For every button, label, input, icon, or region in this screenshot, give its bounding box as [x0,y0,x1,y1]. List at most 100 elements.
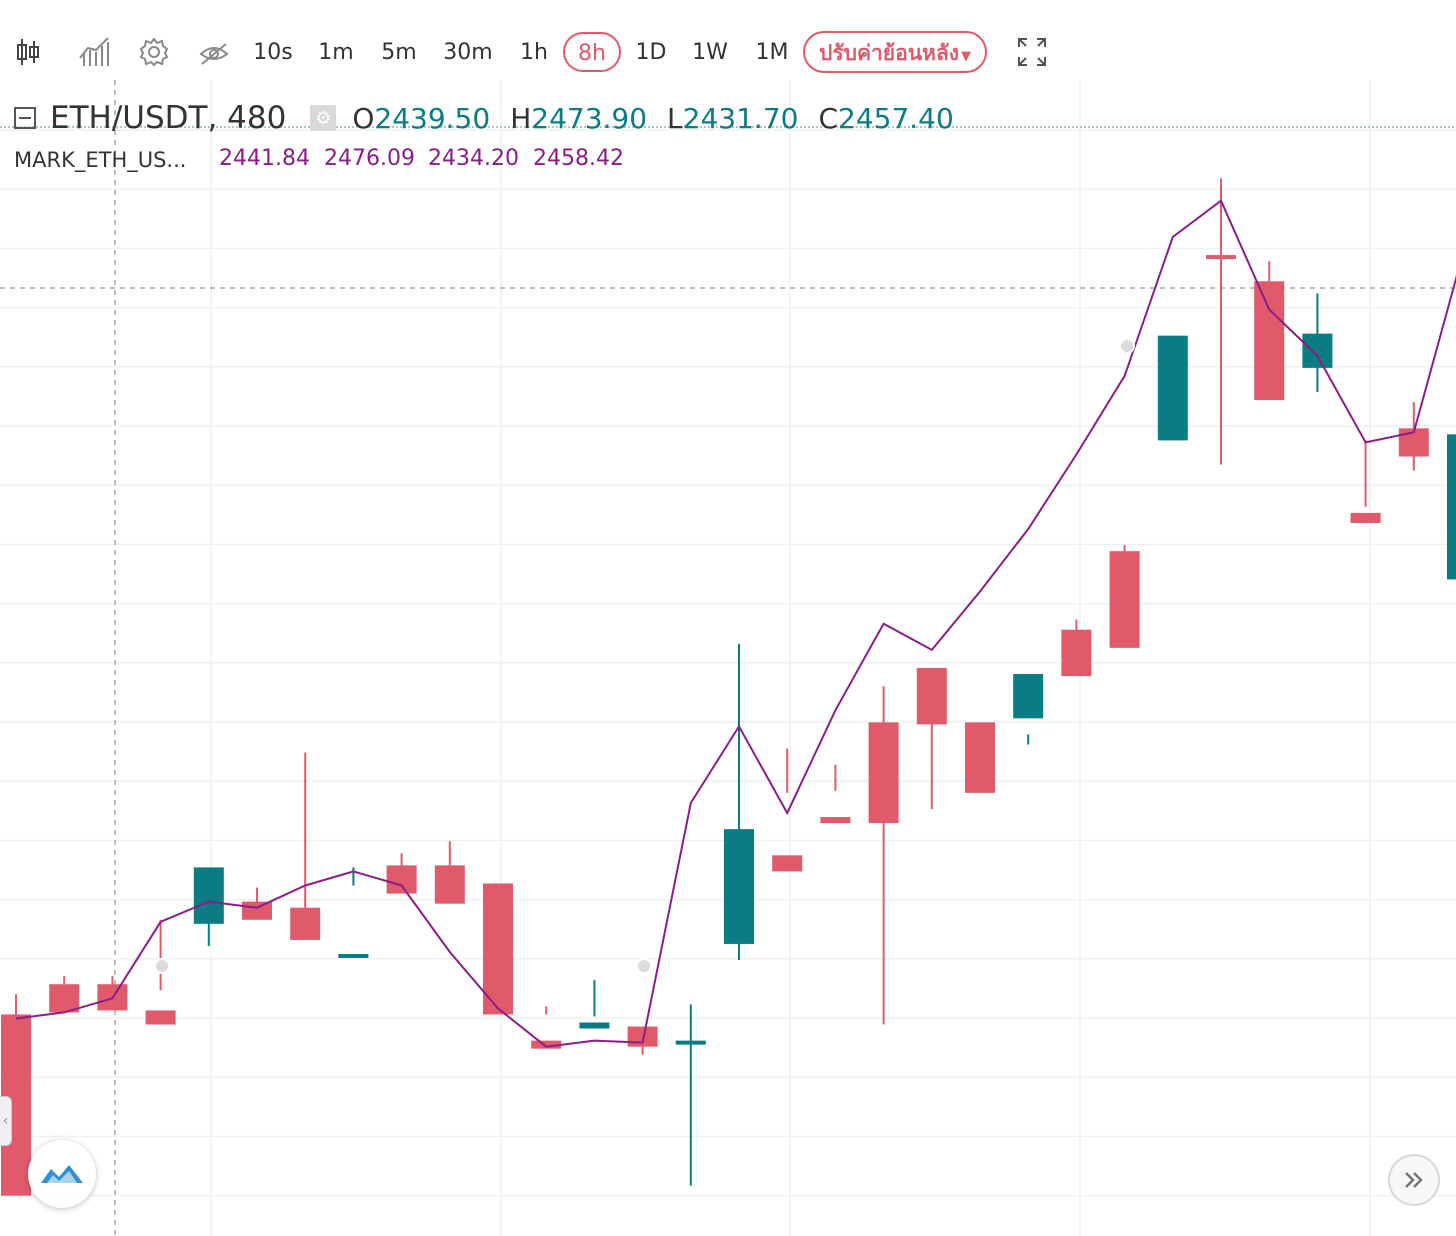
double-chevron-right-icon [1405,1172,1423,1188]
candle-body [290,907,321,940]
candle-body [434,865,465,904]
candle-body [627,1026,658,1047]
high-value: 2473.90 [531,101,648,135]
candle [772,748,803,872]
candle [386,853,417,894]
interval-1d[interactable]: 1D [635,40,667,65]
candle-body [1254,281,1285,401]
candle-body [483,883,513,1015]
candle-body [1157,335,1188,441]
scroll-left-handle[interactable]: ‹ [0,1096,12,1146]
candle [338,867,369,959]
adjust-dropdown-label: ปรับค่าย้อนหลัง [819,41,960,65]
candle-body [675,1040,706,1045]
low-label: L [667,101,683,135]
candle-body [965,722,995,793]
marker-dot-1 [154,958,170,974]
interval-8h[interactable]: 8h [563,32,621,72]
candle [1254,261,1285,401]
candle-body [724,829,754,944]
chevron-left-icon: ‹ [2,1113,9,1129]
candle [290,752,321,940]
candle-body [531,1040,562,1049]
candle [1109,545,1140,648]
candle [579,980,610,1029]
candle [1157,335,1188,441]
candle-body [772,855,803,872]
candle-body [1302,333,1333,368]
candle [1350,440,1381,523]
marker-dot-3 [1119,338,1135,354]
candle-body [386,865,417,894]
candle-body [145,1010,176,1025]
interval-1h[interactable]: 1h [520,40,548,65]
interval-10s[interactable]: 10s [253,40,293,65]
candle-body [1109,551,1140,648]
close-value: 2457.40 [838,101,954,135]
chart-toolbar: 10s 1m 5m 30m 1h 8h 1D 1W 1M ปรับค่าย้อน… [0,22,1456,82]
interval-1m[interactable]: 1m [318,40,354,65]
candle [965,722,995,793]
hide-eye-icon[interactable] [196,34,232,70]
candle [193,867,224,946]
high-label: H [510,101,532,135]
candle [916,668,947,809]
interval-1m-month[interactable]: 1M [755,40,789,65]
candle [49,976,80,1013]
candle [675,1004,706,1186]
candle-body [868,722,899,824]
mark-close-value: 2458.42 [533,146,624,171]
fullscreen-icon[interactable] [1014,34,1050,70]
indicators-icon[interactable] [76,34,112,70]
candle [1302,293,1333,393]
open-value: 2439.50 [374,101,491,135]
candle-body [1013,674,1044,719]
candle-body [1206,255,1236,260]
interval-5m[interactable]: 5m [381,40,417,65]
candle-body [579,1022,610,1029]
mark-high-value: 2476.09 [324,146,415,171]
tradingview-logo-icon[interactable] [28,1140,96,1208]
mark-low-value: 2434.20 [428,146,519,171]
candle [145,919,176,1025]
candlestick-type-icon[interactable] [10,34,46,70]
candle-body [193,867,224,924]
candle-body [1447,434,1456,580]
candle [531,1006,562,1049]
candle [1013,674,1044,745]
candle-body [820,817,851,824]
candle-body [916,668,947,725]
settings-gear-icon[interactable] [136,34,172,70]
candles [1,178,1456,1196]
candle [1447,434,1456,580]
marker-dot-2 [636,958,652,974]
adjust-dropdown[interactable]: ปรับค่าย้อนหลัง ▼ [803,31,988,73]
interval-30m[interactable]: 30m [443,40,493,65]
main-series-legend: ETH/USDT, 480 ⚙ O 2439.50 H 2473.90 L 2431.… [14,98,954,138]
candle [868,686,899,1025]
dropdown-caret-icon: ▼ [961,49,972,64]
candle [1061,619,1092,677]
open-label: O [352,101,375,135]
candle-body [49,984,80,1013]
candle [724,643,754,961]
scroll-to-realtime-button[interactable] [1388,1154,1440,1206]
candle-body [338,954,369,959]
series-settings-icon[interactable]: ⚙ [310,105,337,131]
candle-body [242,901,272,920]
candle [1,994,31,1196]
low-value: 2431.70 [682,101,799,135]
candle [820,764,851,824]
candle [434,841,465,904]
interval-1w[interactable]: 1W [692,40,728,65]
mark-open-value: 2441.84 [219,146,310,171]
close-label: C [818,101,839,135]
candle [1206,178,1236,465]
candle-body [1061,629,1092,677]
candle [483,883,513,1015]
mark-series-name: MARK_ETH_US... [14,148,187,172]
mark-price-line [15,199,1456,1048]
collapse-legend-icon[interactable] [14,107,36,129]
candle-body [1350,512,1381,523]
